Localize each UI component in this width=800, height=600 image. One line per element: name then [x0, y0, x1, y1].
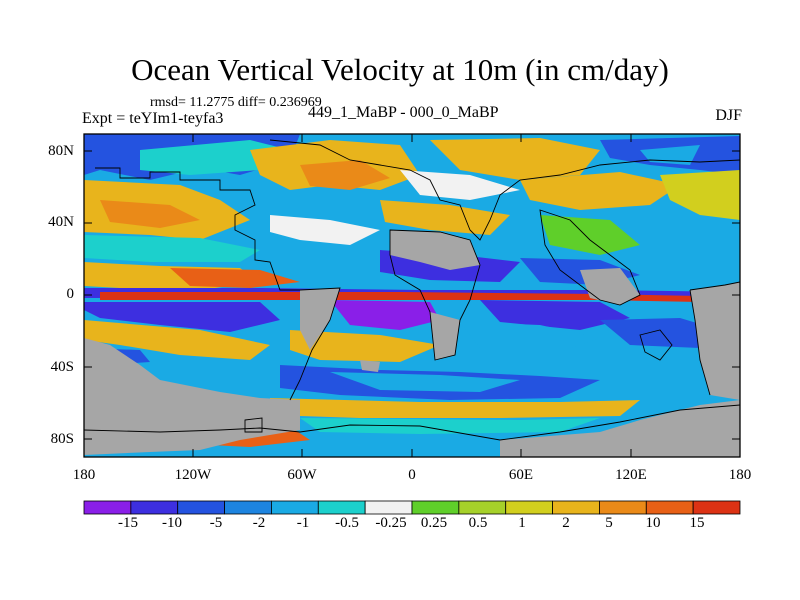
colorbar-swatch: [130, 500, 179, 515]
lat-label-40s: 40S: [50, 359, 74, 375]
lon-label-120e: 120E: [615, 467, 647, 483]
colorbar-swatch: [364, 500, 413, 515]
colorbar-label: -5: [209, 515, 223, 531]
field-patch: [84, 320, 270, 360]
field-patch: [84, 302, 280, 332]
land-island: [360, 360, 380, 372]
experiment-label: Expt = teYIm1-teyfa3: [82, 110, 224, 127]
colorbar-swatch: [552, 500, 600, 515]
coastlines: [84, 139, 740, 441]
colorbar-label: -0.5: [335, 515, 359, 531]
field-patch: [430, 138, 600, 180]
field-patch: [540, 215, 640, 255]
colorbar-label: -10: [162, 515, 182, 531]
lon-label-60e: 60E: [508, 467, 534, 483]
colorbar-swatch: [599, 500, 647, 515]
lon-label-180w: 180: [72, 467, 96, 483]
field-patch: [270, 398, 640, 418]
land-antarctica-east: [500, 400, 740, 457]
field-patch: [290, 330, 440, 362]
colorbar-swatch: [83, 500, 132, 515]
colorbar-label: 2: [562, 515, 570, 531]
colorbar-swatch: [317, 500, 366, 515]
map-title: Ocean Vertical Velocity at 10m (in cm/da…: [131, 52, 669, 87]
lat-label-0: 0: [66, 286, 75, 302]
field-patch: [300, 418, 600, 434]
field-patch: [480, 300, 630, 330]
colorbar-label: 10: [645, 515, 661, 531]
field-patch: [380, 200, 510, 235]
field-patch: [400, 170, 520, 200]
field-patch: [140, 140, 290, 175]
field-patch: [100, 292, 700, 302]
lat-label-80s: 80S: [50, 431, 74, 447]
colorbar-label: -2: [252, 515, 266, 531]
colorbar-label: 0.25: [420, 515, 448, 531]
colorbar-swatch: [692, 500, 741, 515]
field-patch: [170, 268, 300, 288]
land-antarctica-west: [84, 338, 300, 455]
lat-ticks: [84, 150, 740, 440]
lat-label-80n: 80N: [48, 143, 74, 159]
field-patch: [100, 200, 200, 228]
land-africa-north: [390, 230, 480, 270]
field-patch: [520, 172, 680, 210]
lat-label-40n: 40N: [48, 214, 74, 230]
lon-label-60w: 60W: [287, 467, 317, 483]
field-patch: [600, 318, 720, 348]
colorbar-label: 15: [689, 515, 705, 531]
colorbar-label: 0.5: [468, 515, 488, 531]
season-label: DJF: [715, 107, 742, 124]
land-south-america: [300, 288, 340, 350]
lon-label-120w: 120W: [174, 467, 212, 483]
velocity-field: [84, 134, 740, 457]
field-patch: [300, 160, 390, 190]
colorbar-swatch: [224, 500, 272, 515]
field-patch: [84, 235, 260, 262]
field-patch: [270, 215, 380, 245]
colorbar-swatch: [458, 500, 507, 515]
colorbar-label: 5: [605, 515, 613, 531]
lon-label-180e: 180: [728, 467, 752, 483]
colorbar-swatch: [505, 500, 553, 515]
colorbar-label: -1: [296, 515, 310, 531]
rmsd-stats: rmsd= 11.2775 diff= 0.236969: [150, 95, 322, 110]
land-australia: [690, 282, 740, 400]
field-patch: [660, 170, 740, 220]
difference-label: 449_1_MaBP - 000_0_MaBP: [308, 104, 499, 121]
colorbar-label: -0.25: [375, 515, 407, 531]
lon-ticks: [192, 134, 632, 457]
colorbar-label: -15: [118, 515, 138, 531]
colorbar-swatch: [411, 500, 460, 515]
colorbar-swatch: [271, 500, 319, 515]
field-patch: [330, 300, 440, 330]
colorbar-swatch: [645, 500, 694, 515]
field-patch: [330, 372, 520, 392]
lon-label-0: 0: [408, 467, 416, 483]
colorbar: [83, 500, 741, 515]
land-africa-south: [430, 312, 460, 360]
colorbar-swatch: [177, 500, 225, 515]
colorbar-label: 1: [518, 515, 526, 531]
field-patch: [460, 322, 600, 352]
